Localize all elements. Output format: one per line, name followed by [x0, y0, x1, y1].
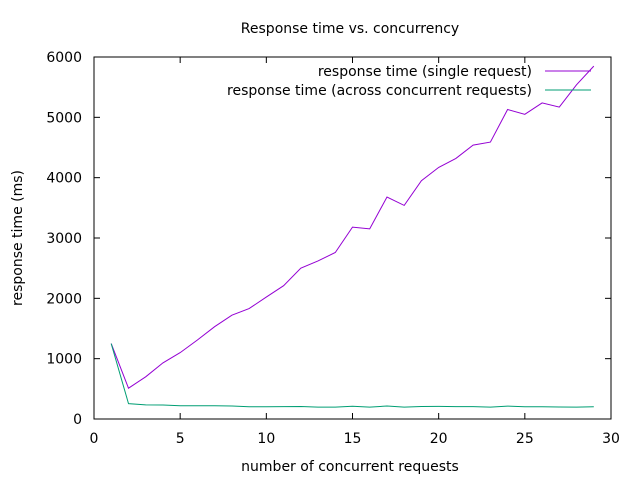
legend: response time (single request) response t… [227, 64, 591, 99]
plot-area-border [93, 56, 612, 420]
x-tick-label: 0 [90, 431, 99, 447]
x-tick-label: 25 [516, 431, 534, 447]
x-tick-label: 30 [602, 431, 620, 447]
y-tick-label: 2000 [46, 291, 82, 307]
y-tick-label: 3000 [46, 231, 82, 247]
series-line-1 [110, 65, 595, 389]
y-tick-label: 6000 [46, 50, 82, 66]
y-tick-label: 5000 [46, 110, 82, 126]
x-tick-label: 5 [176, 431, 185, 447]
series-line-2 [110, 343, 594, 408]
x-axis-label: number of concurrent requests [241, 459, 459, 475]
chart-title: Response time vs. concurrency [241, 21, 459, 37]
y-tick-label: 4000 [46, 171, 82, 187]
y-tick-label: 1000 [46, 352, 82, 368]
x-axis: 0 5 10 15 20 25 30 [90, 57, 620, 447]
series-layer [110, 65, 595, 408]
legend-label-2: response time (across concurrent request… [227, 83, 532, 99]
legend-label-1: response time (single request) [318, 64, 532, 80]
y-axis-label: response time (ms) [10, 170, 26, 306]
x-tick-label: 10 [257, 431, 275, 447]
x-tick-label: 15 [344, 431, 362, 447]
x-tick-label: 20 [430, 431, 448, 447]
y-tick-label: 0 [73, 412, 82, 428]
y-axis: 0 1000 2000 3000 4000 5000 6000 [46, 50, 611, 428]
